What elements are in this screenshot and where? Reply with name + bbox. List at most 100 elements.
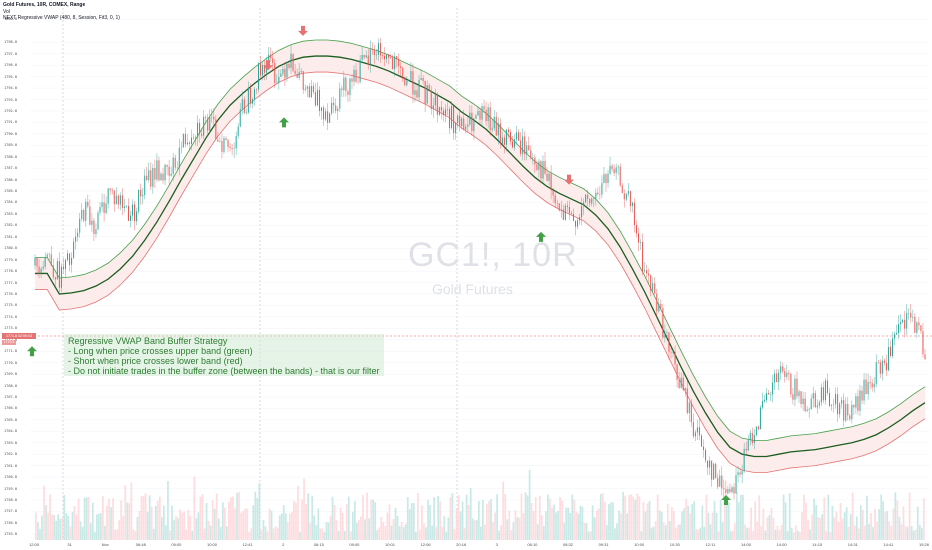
volume-bar [144, 493, 147, 540]
volume-bar [636, 493, 639, 540]
candle-body [869, 381, 871, 384]
candle-body [654, 283, 656, 294]
volume-bar [827, 494, 830, 540]
volume-bar [256, 498, 259, 540]
x-tick-label: 12:06 [420, 542, 431, 547]
volume-bar [45, 505, 47, 540]
x-tick-label: 15:26 [918, 542, 930, 547]
volume-bar [262, 520, 265, 540]
short-arrow-icon [298, 25, 308, 36]
price-axis[interactable]: 1800.0 1798.0 1797.0 1796.0 1795.0 1794.0 1793… [0, 0, 30, 550]
candle-body [158, 160, 160, 181]
candle-body [556, 203, 558, 204]
volume-bar [59, 518, 62, 540]
volume-bar [851, 492, 854, 540]
volume-bar [87, 496, 90, 540]
candle-body [656, 293, 658, 312]
volume-bar [841, 518, 844, 540]
candle-body [633, 202, 635, 226]
candle-body [833, 404, 835, 405]
volume-bar [502, 481, 505, 540]
candle-body [835, 394, 837, 405]
volume-bar [522, 512, 525, 540]
candle-body [223, 138, 225, 152]
volume-bar [538, 495, 541, 540]
candle-body [280, 73, 282, 77]
candle-body [195, 137, 197, 139]
y-tick-label: 1759.0 [4, 486, 17, 491]
volume-bar [819, 518, 822, 540]
volume-label[interactable]: Vol [3, 8, 10, 15]
volume-bar [675, 527, 677, 540]
arrow-shape [27, 346, 37, 357]
y-tick-label: 1775.0 [4, 303, 17, 308]
y-tick-label: 1784.0 [4, 200, 17, 205]
candle-body [896, 333, 898, 335]
candle-body [908, 312, 910, 314]
volume-bar [77, 498, 80, 540]
volume-bar [821, 514, 824, 540]
candle-body [221, 141, 223, 152]
volume-bar [193, 476, 196, 540]
volume-bar [43, 485, 45, 540]
volume-bar [437, 495, 440, 540]
volume-bar [398, 526, 401, 540]
candle-body [430, 90, 432, 109]
volume-bar [715, 512, 718, 540]
volume-bar [608, 504, 610, 540]
volume-bar [575, 511, 578, 540]
candle-body [763, 399, 765, 402]
volume-bar [605, 525, 608, 540]
x-tick-label: 06:48 [135, 542, 146, 547]
volume-bar [465, 494, 468, 540]
volume-bar [569, 512, 572, 540]
y-tick-label: 1762.0 [4, 452, 17, 457]
candle-body [646, 270, 648, 274]
x-tick-label: 09:00 [171, 542, 182, 547]
volume-bar [404, 524, 407, 540]
lower-band-line [35, 71, 926, 473]
candle-body [617, 166, 619, 168]
candle-body [544, 161, 546, 174]
volume-bar [567, 507, 570, 540]
volume-bar [786, 530, 789, 540]
volume-bar [725, 499, 728, 540]
candle-body [361, 55, 363, 60]
candle-body [162, 173, 164, 181]
volume-bar [638, 496, 641, 540]
volume-bar [228, 501, 230, 540]
volume-bar [581, 506, 584, 540]
volume-bar [668, 521, 671, 540]
candle-body [247, 87, 249, 113]
candle-body [323, 107, 325, 120]
candle-body [591, 198, 593, 204]
volume-bar [449, 497, 452, 540]
volume-bar [112, 498, 114, 540]
candle-body [776, 373, 778, 383]
candle-body [772, 382, 774, 395]
indicator-label[interactable]: NEXT Regressive VWAP (480, 8, Session, F… [3, 15, 120, 21]
candle-body [548, 173, 550, 181]
y-tick-label: 1794.0 [4, 86, 17, 91]
volume-bar [451, 493, 454, 540]
arrow-shape [298, 25, 308, 36]
candle-body [495, 116, 497, 136]
candle-body [144, 175, 146, 196]
candle-body [201, 134, 203, 136]
y-tick-label: 1780.0 [4, 246, 17, 251]
candle-body [107, 188, 109, 204]
candle-body [355, 69, 357, 82]
volume-bar [687, 506, 689, 540]
candle-body [481, 106, 483, 120]
candle-body [121, 195, 123, 208]
volume-bar [364, 519, 366, 540]
candle-body [497, 123, 499, 136]
candle-body [487, 107, 489, 122]
volume-bar [920, 527, 923, 540]
volume-bar [248, 531, 251, 540]
candle-body [42, 266, 44, 269]
candle-body [690, 402, 692, 423]
candle-body [851, 404, 853, 420]
volume-bar [866, 495, 868, 540]
